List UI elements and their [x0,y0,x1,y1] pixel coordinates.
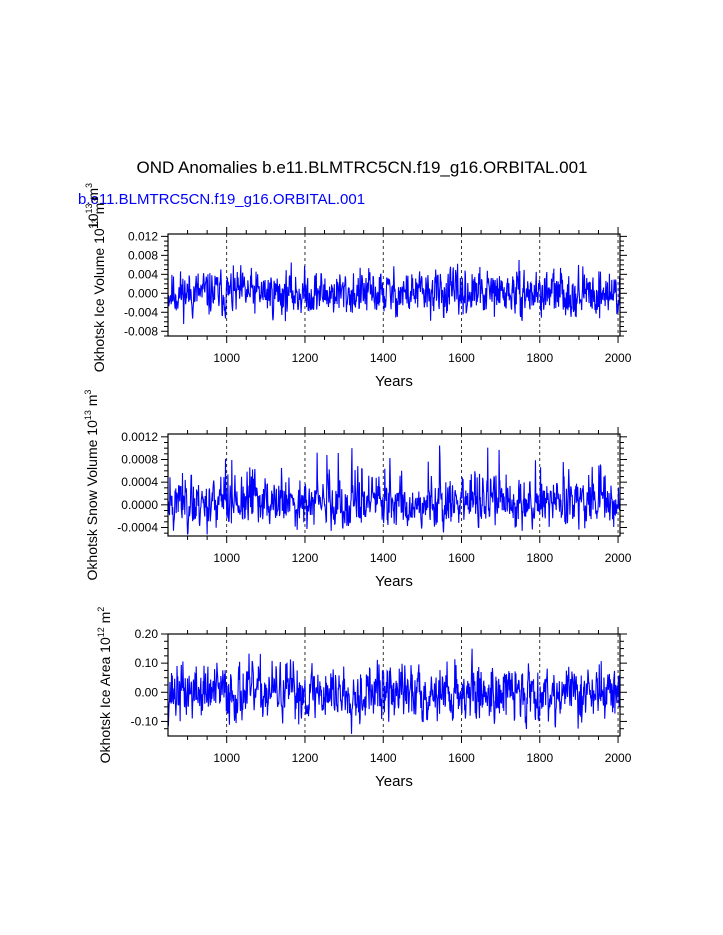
y-tick-label: 0.0008 [121,453,158,467]
x-tick-label: 1000 [213,751,240,765]
plot-frame [167,233,621,337]
x-tick-label: 1600 [448,751,475,765]
y-tick-label: 0.00 [135,685,159,699]
y-tick-label: -0.0004 [117,521,158,535]
y-tick-label: 0.012 [128,229,158,243]
y-tick-label: 0.0000 [121,498,158,512]
plot-frame [167,433,621,537]
x-tick-label: 1200 [292,551,319,565]
y-tick-label: 0.000 [128,286,158,300]
x-axis-label: Years [375,573,413,590]
x-tick-label: 1600 [448,551,475,565]
x-tick-label: 1200 [292,351,319,365]
x-tick-label: 1400 [370,751,397,765]
panel-3: 1000 1200 1400 1600 1800 2000 -0.10 0.00 0.10 0.2… [96,607,632,790]
series-line [167,445,621,535]
panel-1: 1000 1200 1400 1600 1800 2000 -0.008 -0.004 0.00… [84,183,632,390]
figure-subtitle: b.e11.BLMTRC5CN.f19_g16.ORBITAL.001 [78,191,365,208]
x-tick-label: 1800 [526,351,553,365]
x-tick-label: 1600 [448,351,475,365]
x-tick-label: 1800 [526,751,553,765]
x-tick-label: 2000 [605,351,632,365]
x-axis-label: Years [375,373,413,390]
y-tick-label: 0.008 [128,248,158,262]
y-axis-label: Okhotsk Ice Volume 1013 m3 [90,198,107,373]
y-tick-label: 0.004 [128,267,158,281]
panel-2: 1000 1200 1400 1600 1800 2000 -0.0004 0.0000 0.0… [83,390,632,590]
y-axis-label: Okhotsk Snow Volume 1013 m3 [83,390,100,581]
x-tick-label: 1200 [292,751,319,765]
x-tick-label: 1000 [213,551,240,565]
series-line [167,259,621,324]
x-tick-label: 2000 [605,751,632,765]
y-tick-label: 0.0004 [121,475,158,489]
y-tick-label: -0.004 [124,305,158,319]
x-tick-label: 1400 [370,351,397,365]
corner-units-label: 1013 m3 [84,183,101,229]
y-tick-label: 0.20 [135,627,159,641]
y-tick-label: -0.10 [131,714,159,728]
x-tick-label: 2000 [605,551,632,565]
y-tick-label: -0.008 [124,324,158,338]
y-tick-label: 0.0012 [121,430,158,444]
y-tick-label: 0.10 [135,656,159,670]
x-axis-label: Years [375,773,413,790]
series-line [167,648,621,734]
x-tick-label: 1400 [370,551,397,565]
y-axis-label: Okhotsk Ice Area 1012 m2 [96,607,113,764]
x-tick-label: 1800 [526,551,553,565]
panels: 1000 1200 1400 1600 1800 2000 -0.008 -0.004 0.00… [83,183,632,790]
figure-title: OND Anomalies b.e11.BLMTRC5CN.f19_g16.OR… [136,158,587,177]
x-tick-label: 1000 [213,351,240,365]
